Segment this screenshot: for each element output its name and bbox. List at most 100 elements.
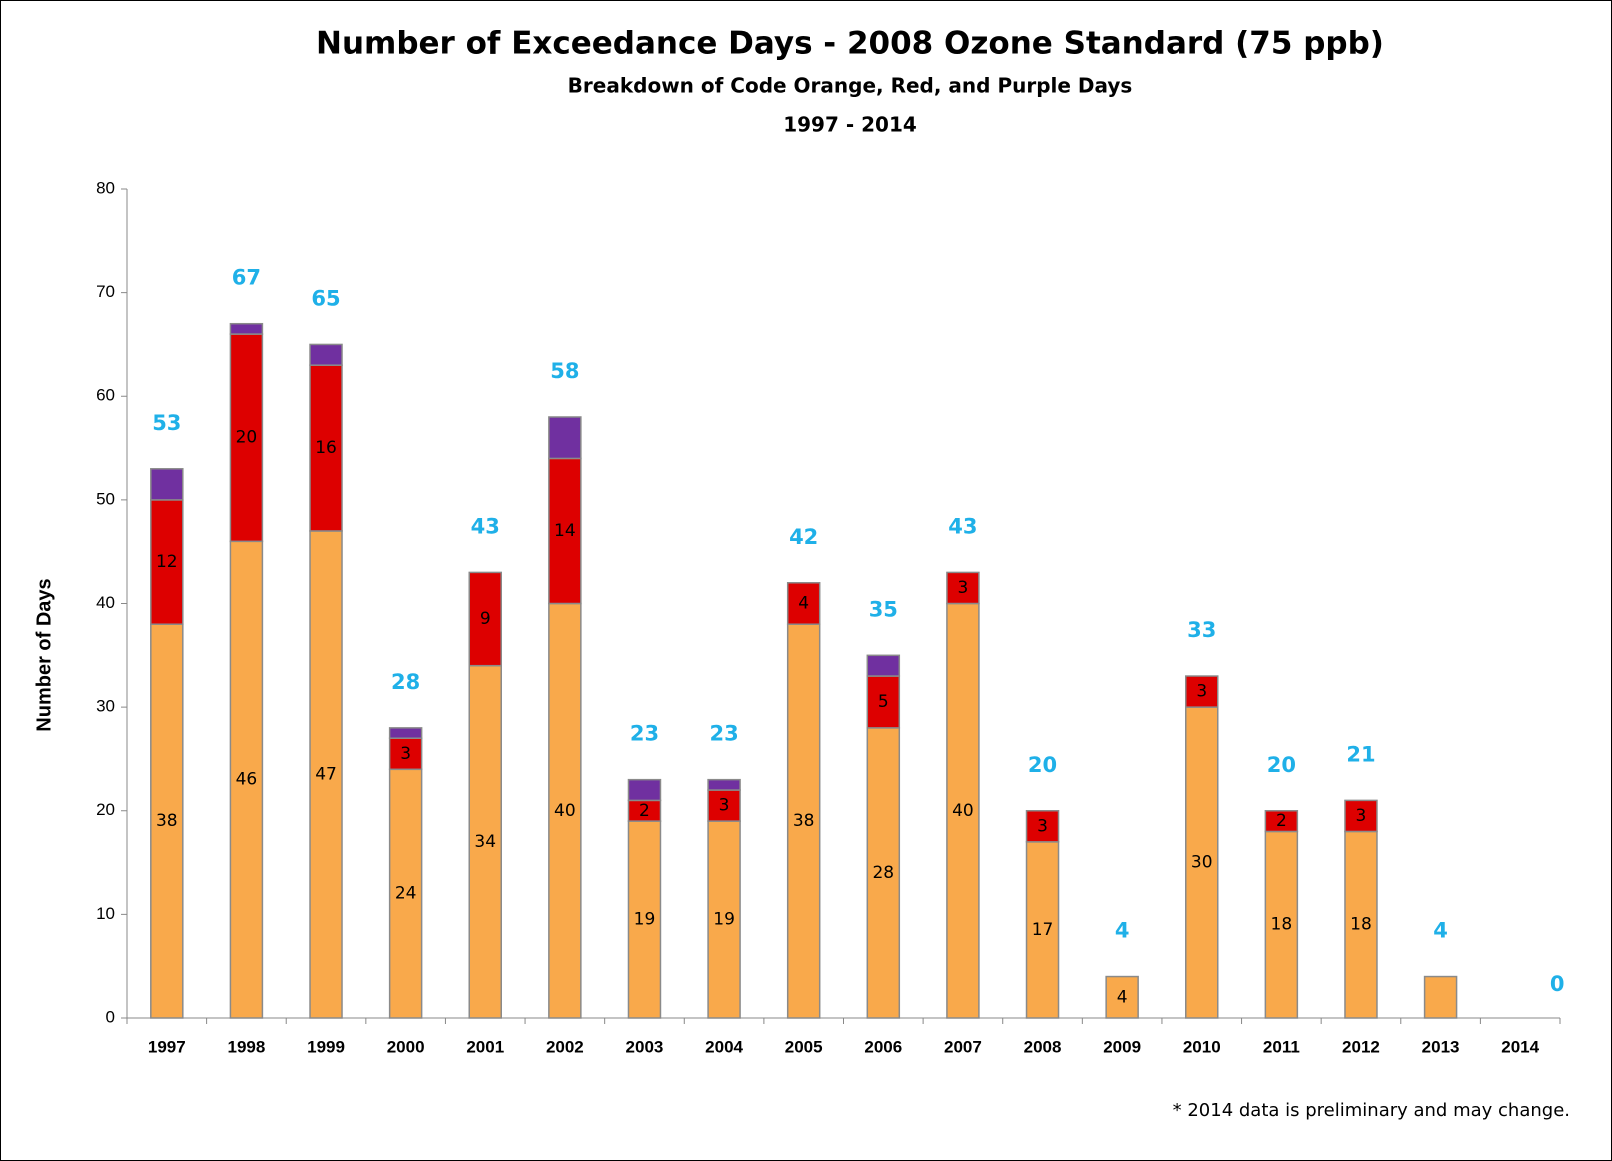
- x-tick-label: 2007: [944, 1037, 982, 1056]
- total-label: 42: [789, 525, 818, 549]
- bar-segment: [1344, 799, 1378, 833]
- y-tick-label: 0: [106, 1007, 115, 1026]
- bar-segment: [1185, 675, 1219, 708]
- y-tick-label: 60: [96, 386, 115, 405]
- bar-segment: [229, 322, 264, 335]
- x-tick-label: 2002: [546, 1037, 584, 1056]
- total-label: 67: [232, 266, 261, 290]
- data-label: 34: [474, 832, 496, 852]
- data-label: 3: [400, 744, 411, 764]
- x-tick-label: 2010: [1183, 1037, 1221, 1056]
- x-tick-label: 1997: [148, 1037, 186, 1056]
- x-tick-label: 2006: [864, 1037, 902, 1056]
- bar-segment: [309, 530, 343, 1019]
- data-label: 3: [1356, 806, 1367, 826]
- data-label: 18: [1271, 915, 1293, 935]
- x-tick-label: 2011: [1263, 1037, 1300, 1056]
- total-label: 23: [630, 722, 659, 746]
- total-label: 35: [869, 597, 898, 621]
- bar-segment: [1264, 810, 1299, 833]
- x-tick-label: 2005: [785, 1037, 823, 1056]
- data-label: 17: [1032, 920, 1054, 940]
- bar-segment: [1025, 841, 1060, 1019]
- bar-segment: [786, 623, 821, 1019]
- x-tick-label: 2009: [1103, 1037, 1141, 1056]
- bar-segment: [150, 623, 184, 1019]
- bar-segment: [627, 820, 662, 1019]
- x-tick-label: 2000: [387, 1037, 425, 1056]
- data-label: 19: [634, 910, 656, 930]
- data-label: 3: [719, 796, 730, 816]
- data-label: 2: [639, 801, 650, 821]
- x-tick-label: 2013: [1422, 1037, 1460, 1056]
- data-label: 40: [554, 801, 576, 821]
- bar-segment: [707, 789, 741, 822]
- total-label: 33: [1187, 618, 1216, 642]
- data-label: 18: [1350, 915, 1372, 935]
- total-label: 43: [471, 514, 500, 538]
- bar-segment: [388, 737, 423, 771]
- bar-segment: [866, 727, 901, 1019]
- data-label: 40: [952, 801, 974, 821]
- y-tick-label: 40: [96, 593, 115, 612]
- total-label: 20: [1028, 753, 1057, 777]
- data-label: 12: [156, 552, 178, 572]
- y-tick-label: 30: [96, 697, 115, 716]
- bar-segment: [866, 654, 901, 677]
- y-tick-label: 70: [96, 282, 115, 301]
- data-label: 5: [878, 692, 889, 712]
- chart-subtitle: Breakdown of Code Orange, Red, and Purpl…: [568, 74, 1133, 98]
- total-label: 43: [948, 514, 977, 538]
- data-label: 38: [793, 811, 815, 831]
- x-tick-label: 2001: [466, 1037, 504, 1056]
- x-tick-label: 2003: [626, 1037, 664, 1056]
- data-label: 4: [1117, 987, 1128, 1007]
- data-label: 20: [236, 428, 258, 448]
- data-label: 24: [395, 884, 417, 904]
- bar-segment: [309, 364, 343, 532]
- y-axis-label: Number of Days: [33, 578, 55, 731]
- total-label: 28: [391, 670, 420, 694]
- bar-segment: [548, 602, 582, 1019]
- data-label: 46: [236, 770, 258, 790]
- y-tick-label: 50: [96, 489, 115, 508]
- total-label: 4: [1115, 919, 1130, 943]
- data-label: 3: [1037, 816, 1048, 836]
- bar-segment: [1105, 975, 1139, 1019]
- bar-segment: [1025, 810, 1060, 843]
- total-label: 23: [709, 722, 738, 746]
- data-label: 19: [713, 910, 735, 930]
- y-tick-label: 20: [96, 800, 115, 819]
- bar-segment: [1344, 830, 1378, 1019]
- total-label: 53: [152, 411, 181, 435]
- data-label: 4: [798, 594, 809, 614]
- x-tick-label: 2014: [1501, 1037, 1539, 1056]
- data-label: 38: [156, 811, 178, 831]
- bar-segment: [707, 820, 741, 1019]
- data-label: 3: [958, 578, 969, 598]
- bar-segment: [548, 457, 582, 605]
- data-label: 16: [315, 438, 337, 458]
- chart-subtitle: 1997 - 2014: [783, 113, 917, 137]
- y-tick-label: 80: [96, 178, 115, 197]
- bar-segment: [946, 571, 980, 605]
- data-label: 2: [1276, 811, 1287, 831]
- bar-segment: [468, 571, 502, 667]
- data-label: 47: [315, 764, 337, 784]
- bar-segment: [309, 343, 343, 366]
- chart-title: Number of Exceedance Days - 2008 Ozone S…: [316, 26, 1384, 62]
- data-label: 30: [1191, 853, 1213, 873]
- total-label: 20: [1267, 753, 1296, 777]
- y-tick-label: 10: [96, 904, 115, 923]
- total-label: 58: [550, 359, 579, 383]
- x-tick-label: 2008: [1024, 1037, 1062, 1056]
- bar-segment: [548, 416, 582, 460]
- footnote: * 2014 data is preliminary and may chang…: [1173, 1100, 1570, 1121]
- bar-segment: [627, 778, 662, 802]
- x-tick-label: 2004: [705, 1037, 743, 1056]
- data-label: 28: [872, 863, 894, 883]
- x-tick-label: 1998: [228, 1037, 266, 1056]
- data-label: 9: [480, 609, 491, 629]
- bar-segment: [468, 664, 502, 1019]
